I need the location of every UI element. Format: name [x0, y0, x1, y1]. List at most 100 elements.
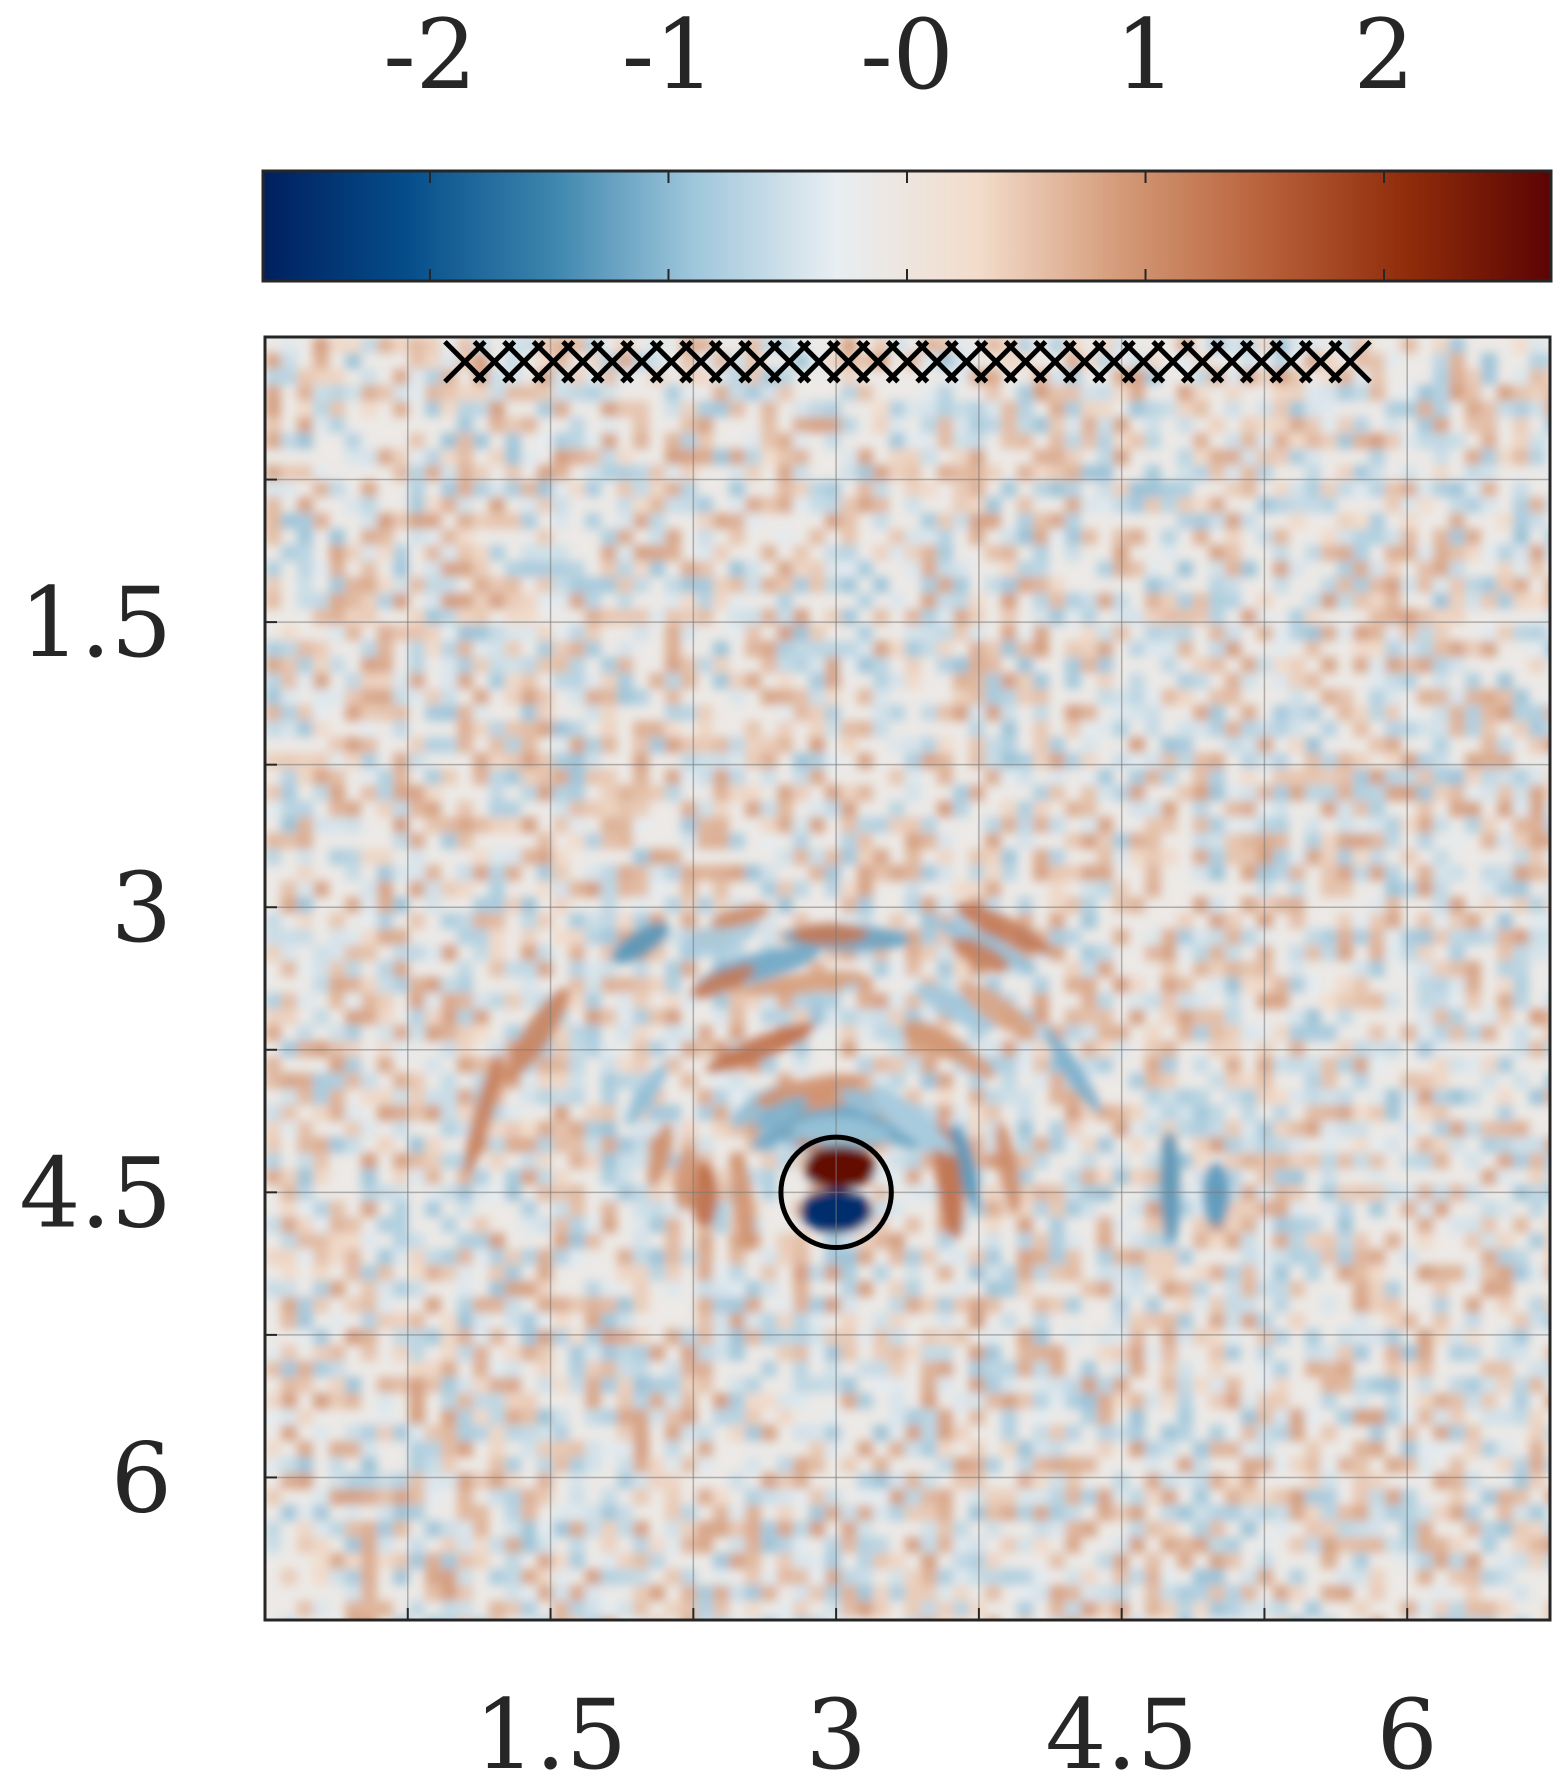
- field-cell: [521, 849, 537, 865]
- field-cell: [329, 737, 345, 753]
- field-cell: [1417, 1441, 1433, 1457]
- field-cell: [1401, 785, 1417, 801]
- field-cell: [1513, 833, 1529, 849]
- field-cell: [1097, 817, 1113, 833]
- field-cell: [1353, 801, 1369, 817]
- field-cell: [489, 1601, 505, 1617]
- field-cell: [1465, 449, 1481, 465]
- field-cell: [1449, 1025, 1465, 1041]
- field-streak: [791, 922, 869, 945]
- field-cell: [841, 641, 857, 657]
- field-cell: [521, 513, 537, 529]
- field-cell: [473, 545, 489, 561]
- field-cell: [473, 705, 489, 721]
- field-cell: [681, 1329, 697, 1345]
- field-cell: [329, 1025, 345, 1041]
- field-cell: [985, 577, 1001, 593]
- field-cell: [1433, 913, 1449, 929]
- field-cell: [969, 465, 985, 481]
- field-cell: [1433, 689, 1449, 705]
- field-cell: [569, 945, 585, 961]
- field-cell: [1321, 1121, 1337, 1137]
- field-cell: [1353, 1489, 1369, 1505]
- field-cell: [809, 993, 825, 1009]
- field-cell: [729, 1009, 745, 1025]
- field-streak: [689, 964, 756, 999]
- field-cell: [1417, 977, 1433, 993]
- field-cell: [697, 545, 713, 561]
- field-cell: [729, 1281, 745, 1297]
- field-cell: [633, 433, 649, 449]
- field-cell: [601, 1505, 617, 1521]
- field-cell: [457, 865, 473, 881]
- field-cell: [825, 881, 841, 897]
- field-cell: [473, 721, 489, 737]
- field-cell: [681, 961, 697, 977]
- field-cell: [697, 449, 713, 465]
- field-cell: [569, 593, 585, 609]
- field-cell: [505, 561, 521, 577]
- field-cell: [729, 1329, 745, 1345]
- field-cell: [1321, 1537, 1337, 1553]
- field-cell: [905, 1057, 921, 1073]
- field-cell: [969, 657, 985, 673]
- field-cell: [1353, 1137, 1369, 1153]
- field-cell: [617, 481, 633, 497]
- field-cell: [1417, 1329, 1433, 1345]
- field-cell: [281, 353, 297, 369]
- field-cell: [345, 1585, 361, 1601]
- field-cell: [281, 961, 297, 977]
- field-cell: [1449, 865, 1465, 881]
- field-cell: [409, 433, 425, 449]
- field-cell: [1033, 641, 1049, 657]
- field-cell: [1065, 497, 1081, 513]
- field-cell: [1161, 849, 1177, 865]
- field-cell: [361, 1281, 377, 1297]
- field-cell: [457, 1249, 473, 1265]
- field-cell: [1433, 1073, 1449, 1089]
- field-cell: [1145, 721, 1161, 737]
- field-cell: [1273, 625, 1289, 641]
- field-cell: [1209, 1313, 1225, 1329]
- field-cell: [1449, 1409, 1465, 1425]
- field-cell: [1209, 1137, 1225, 1153]
- field-cell: [905, 865, 921, 881]
- field-cell: [601, 1281, 617, 1297]
- field-cell: [729, 737, 745, 753]
- field-cell: [1513, 1585, 1529, 1601]
- field-cell: [681, 433, 697, 449]
- field-cell: [537, 785, 553, 801]
- field-cell: [1417, 801, 1433, 817]
- field-cell: [265, 1073, 281, 1089]
- field-cell: [1145, 1553, 1161, 1569]
- field-cell: [1241, 865, 1257, 881]
- field-cell: [1065, 1169, 1081, 1185]
- field-cell: [905, 561, 921, 577]
- field-cell: [793, 913, 809, 929]
- field-cell: [473, 945, 489, 961]
- field-cell: [921, 417, 937, 433]
- field-cell: [1417, 1201, 1433, 1217]
- field-cell: [1017, 833, 1033, 849]
- field-cell: [409, 1473, 425, 1489]
- field-cell: [1337, 529, 1353, 545]
- field-cell: [409, 353, 425, 369]
- field-cell: [1465, 1377, 1481, 1393]
- field-cell: [1513, 961, 1529, 977]
- field-cell: [1545, 1521, 1550, 1537]
- field-cell: [297, 465, 313, 481]
- field-cell: [1161, 401, 1177, 417]
- field-cell: [729, 481, 745, 497]
- field-cell: [1065, 1425, 1081, 1441]
- field-cell: [601, 1169, 617, 1185]
- field-cell: [569, 1601, 585, 1617]
- field-cell: [841, 1393, 857, 1409]
- field-cell: [1273, 673, 1289, 689]
- field-cell: [729, 769, 745, 785]
- field-cell: [361, 1121, 377, 1137]
- field-cell: [1545, 1009, 1550, 1025]
- field-cell: [1129, 977, 1145, 993]
- field-cell: [1209, 929, 1225, 945]
- field-cell: [793, 1313, 809, 1329]
- field-cell: [1449, 337, 1465, 353]
